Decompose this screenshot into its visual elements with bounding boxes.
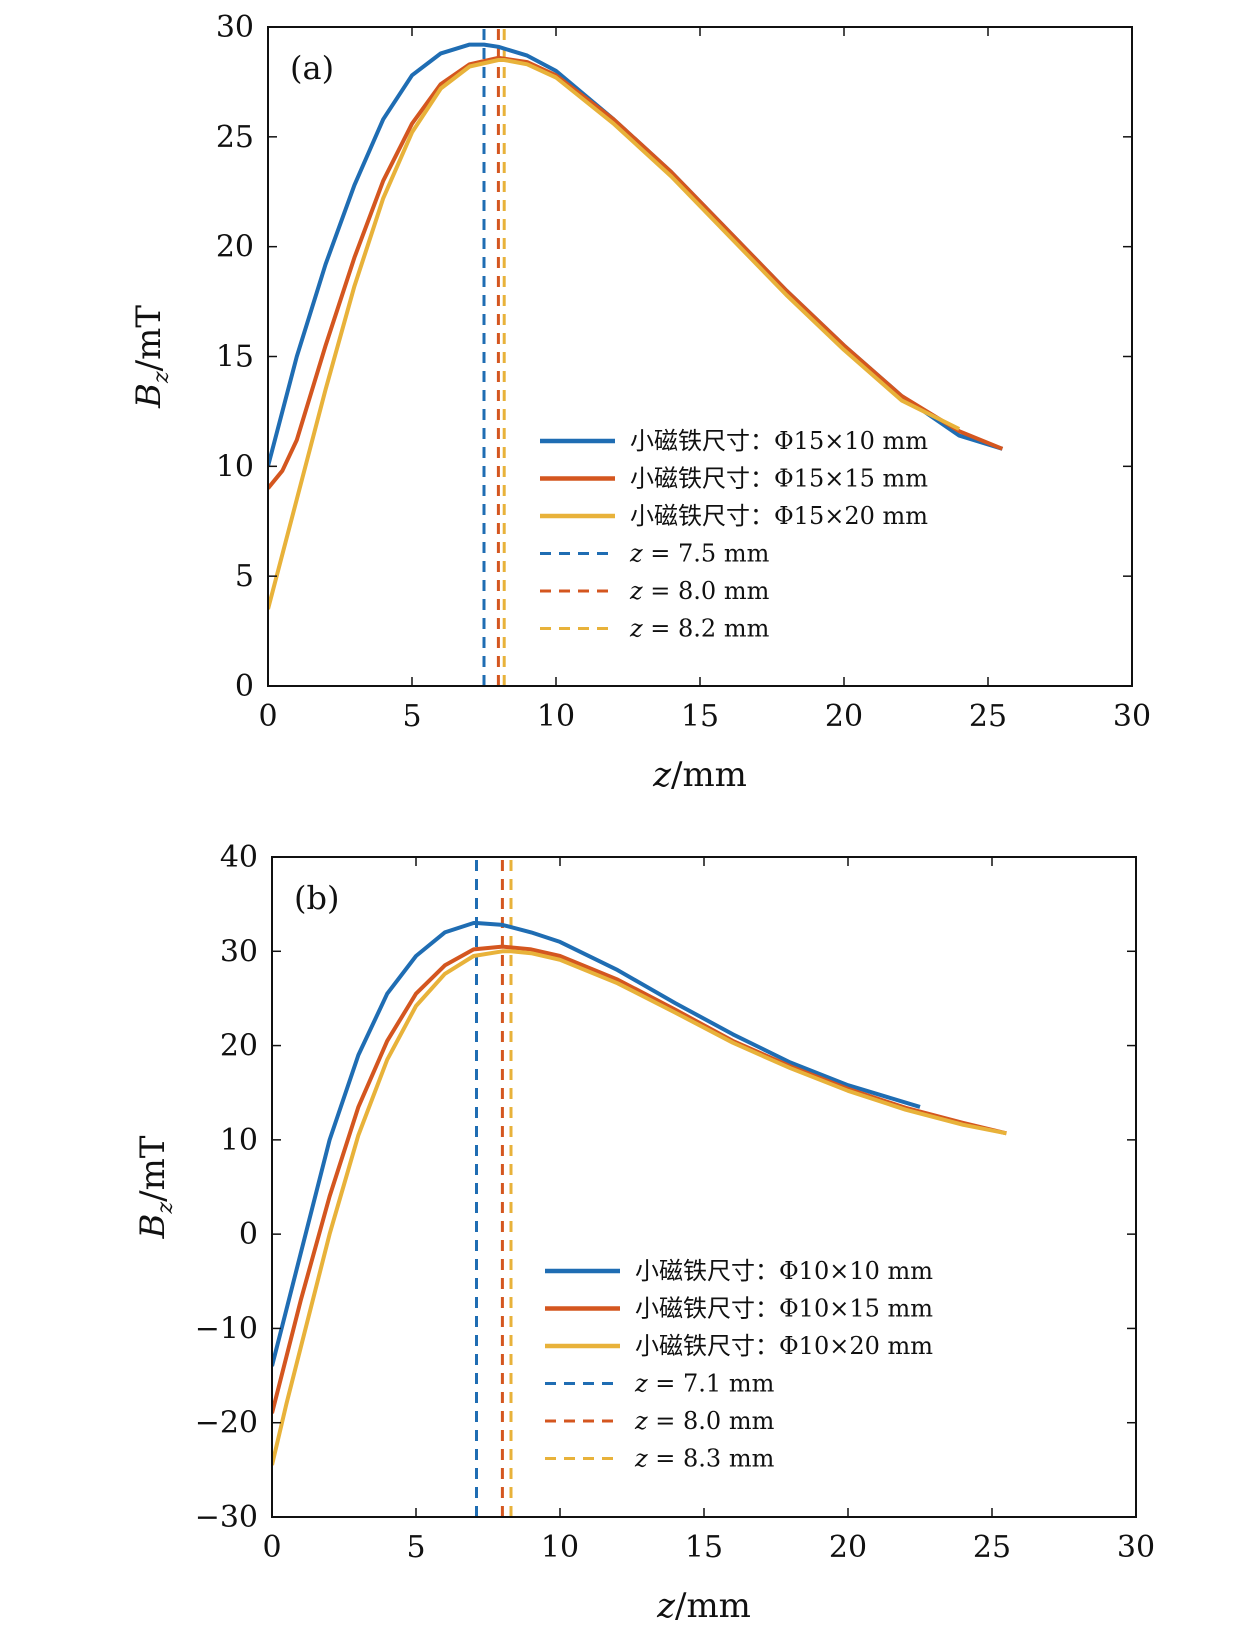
x-tick-label: 10: [541, 1530, 579, 1565]
y-tick-label: −20: [195, 1406, 258, 1441]
chart-b: 0 5 10 15 20 25 30 −30 −20 −10 0 10 20 30 40 (b) z/mm Bz/…: [133, 840, 1155, 1626]
x-tick-label: 30: [1117, 1530, 1155, 1565]
legend-entry: z = 8.2 mm: [629, 615, 770, 643]
plot-area: [268, 27, 1004, 686]
series-line-0: [268, 42, 1003, 467]
plot-area: [272, 857, 1007, 1517]
legend-entry: 小磁铁尺寸：Φ10×20 mm: [635, 1332, 933, 1360]
y-tick-label: −30: [195, 1500, 258, 1535]
legend-entry: z = 8.0 mm: [629, 577, 770, 605]
y-tick-label: 30: [216, 10, 254, 45]
y-tick-label: 0: [235, 669, 254, 704]
x-tick-label: 15: [681, 699, 719, 734]
x-tick-label: 0: [258, 699, 277, 734]
y-tick-label: 15: [216, 340, 254, 375]
chart-a: 0 5 10 15 20 25 30 0 5 10 15 20 25 30 (a) z/mm Bz/mT 小磁铁尺…: [129, 10, 1151, 795]
series-line-1: [268, 55, 1004, 490]
x-tick-label: 30: [1113, 699, 1151, 734]
legend: 小磁铁尺寸：Φ15×10 mm 小磁铁尺寸：Φ15×15 mm 小磁铁尺寸：Φ15×…: [540, 427, 928, 643]
y-tick-label: 10: [220, 1123, 258, 1158]
y-tick-label: 40: [220, 840, 258, 875]
y-tick-label: 5: [235, 559, 254, 594]
legend-entry: z = 7.1 mm: [634, 1370, 775, 1398]
series-line-0: [272, 921, 921, 1367]
legend-entry: 小磁铁尺寸：Φ15×20 mm: [630, 502, 928, 530]
legend-entry: z = 8.0 mm: [634, 1407, 775, 1435]
y-tick-label: 10: [216, 449, 254, 484]
y-tick-label: 20: [220, 1029, 258, 1064]
legend: 小磁铁尺寸：Φ10×10 mm 小磁铁尺寸：Φ10×15 mm 小磁铁尺寸：Φ10×…: [545, 1257, 933, 1473]
legend-entry: 小磁铁尺寸：Φ10×10 mm: [635, 1257, 933, 1285]
x-tick-label: 25: [969, 699, 1007, 734]
x-tick-label: 5: [406, 1530, 425, 1565]
panel-label: (b): [294, 879, 339, 917]
x-tick-label: 0: [262, 1530, 281, 1565]
x-tick-label: 5: [402, 699, 421, 734]
legend-entry: 小磁铁尺寸：Φ10×15 mm: [635, 1295, 933, 1323]
y-tick-label: 0: [239, 1217, 258, 1252]
y-tick-label: 25: [216, 120, 254, 155]
y-axis-label: Bz/mT: [133, 1135, 178, 1239]
y-tick-label: 30: [220, 934, 258, 969]
x-tick-label: 20: [825, 699, 863, 734]
x-tick-label: 10: [537, 699, 575, 734]
x-tick-label: 20: [829, 1530, 867, 1565]
legend-entry: 小磁铁尺寸：Φ15×10 mm: [630, 427, 928, 455]
legend-entry: z = 8.3 mm: [634, 1445, 775, 1473]
x-tick-label: 15: [685, 1530, 723, 1565]
y-tick-label: −10: [195, 1311, 258, 1346]
panel-label: (a): [290, 49, 334, 87]
x-axis-label: z/mm: [656, 1586, 751, 1626]
x-axis-label: z/mm: [652, 755, 747, 795]
y-axis-label: Bz/mT: [129, 305, 174, 409]
y-tick-label: 20: [216, 230, 254, 265]
legend-entry: 小磁铁尺寸：Φ15×15 mm: [630, 465, 928, 493]
legend-entry: z = 7.5 mm: [629, 540, 770, 568]
series-line-2: [268, 58, 961, 610]
series-line-2: [272, 949, 1007, 1466]
x-tick-label: 25: [973, 1530, 1011, 1565]
